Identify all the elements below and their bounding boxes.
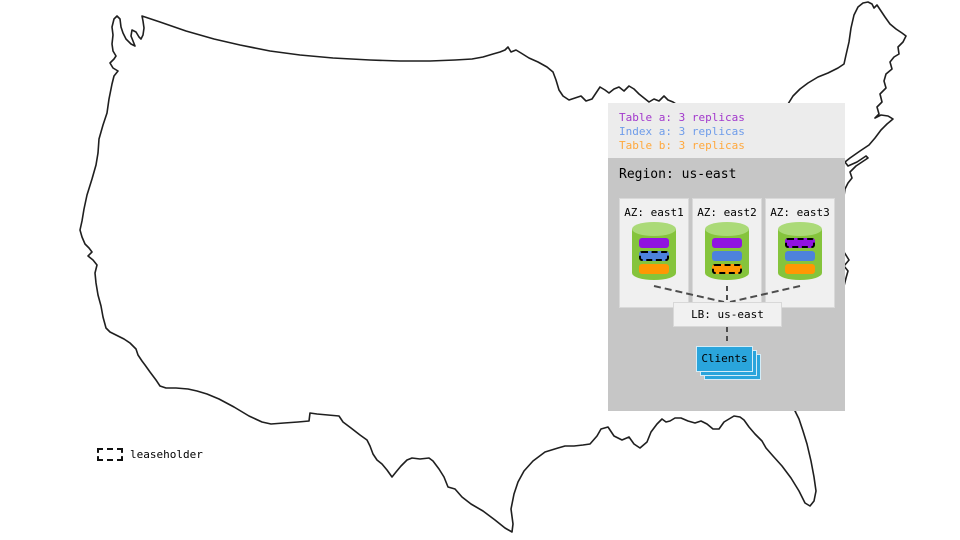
replica-bar-table-b	[639, 264, 669, 274]
region-title: Region: us-east	[619, 167, 737, 182]
database-cylinder	[631, 221, 677, 285]
leaseholder-swatch-icon	[97, 448, 123, 461]
region-panel: Region: us-east AZ: east1 AZ: east2	[608, 158, 845, 411]
leaseholder-label: leaseholder	[130, 448, 203, 461]
legend-item-table-a: Table a: 3 replicas	[619, 111, 745, 124]
replica-bar-table-a	[712, 238, 742, 248]
us-map-path	[79, 1, 907, 533]
load-balancer-box: LB: us-east	[673, 302, 782, 327]
az-label: AZ: east2	[697, 206, 757, 219]
replica-bar-index-a	[712, 251, 742, 261]
replica-bar-index-a	[639, 251, 669, 261]
clients-box: Clients	[696, 346, 753, 372]
az-box-east1: AZ: east1	[619, 198, 689, 308]
legend-item-table-b: Table b: 3 replicas	[619, 139, 745, 152]
clients-stack: Clients	[696, 346, 762, 381]
az-box-east2: AZ: east2	[692, 198, 762, 308]
database-cylinder	[777, 221, 823, 285]
legend-item-index-a: Index a: 3 replicas	[619, 125, 745, 138]
database-cylinder	[704, 221, 750, 285]
replica-bar-table-b	[785, 264, 815, 274]
az-label: AZ: east3	[770, 206, 830, 219]
replica-bar-index-a	[785, 251, 815, 261]
replica-legend: Table a: 3 replicas Index a: 3 replicas …	[608, 103, 845, 158]
az-label: AZ: east1	[624, 206, 684, 219]
leaseholder-key: leaseholder	[97, 448, 203, 461]
replica-bar-table-a	[639, 238, 669, 248]
az-box-east3: AZ: east3	[765, 198, 835, 308]
replica-bar-table-a	[785, 238, 815, 248]
replica-bar-table-b	[712, 264, 742, 274]
